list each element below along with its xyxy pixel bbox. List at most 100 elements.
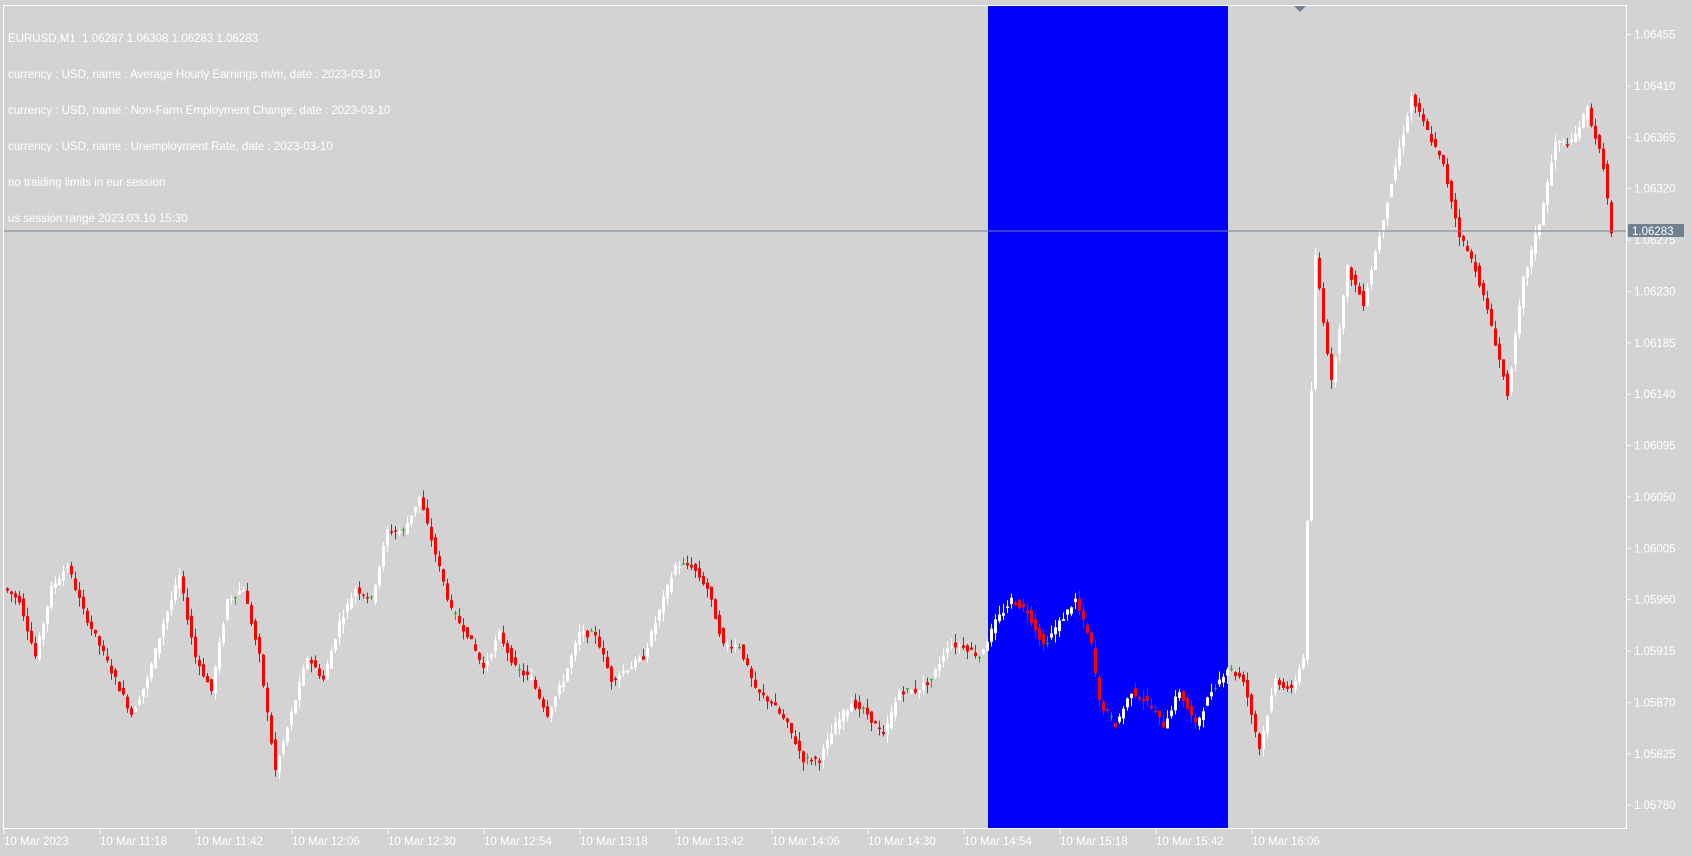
price-tick-label: 1.06185 (1634, 338, 1676, 350)
bear-candle (790, 722, 793, 734)
bear-candle (318, 668, 321, 677)
bear-candle (1254, 713, 1257, 732)
bear-candle (1494, 328, 1497, 346)
bull-candle (226, 599, 229, 620)
bull-candle (1522, 276, 1525, 308)
bull-candle (894, 701, 897, 717)
price-tick-label: 1.05780 (1634, 800, 1676, 812)
bull-candle (1222, 676, 1225, 683)
bear-candle (542, 699, 545, 708)
bull-candle (958, 645, 961, 647)
bear-candle (866, 707, 869, 715)
bear-candle (426, 507, 429, 524)
bull-candle (338, 621, 341, 638)
bull-candle (66, 566, 69, 569)
bull-candle (1542, 203, 1545, 226)
bear-candle (202, 664, 205, 677)
plot-frame (3, 5, 1627, 829)
bear-candle (1114, 722, 1117, 728)
price-tick-label: 1.06005 (1634, 543, 1676, 555)
bull-candle (1006, 606, 1009, 609)
current-price-label: 1.06283 (1632, 226, 1674, 238)
info-line: currency : USD, name : Average Hourly Ea… (8, 69, 381, 81)
bear-candle (70, 565, 73, 575)
bear-candle (446, 583, 449, 600)
bear-candle (786, 718, 789, 723)
bear-candle (370, 596, 373, 598)
bear-candle (722, 627, 725, 644)
bull-candle (414, 506, 417, 513)
bear-candle (1098, 677, 1101, 701)
bear-candle (130, 708, 133, 715)
bear-candle (1290, 684, 1293, 689)
bear-candle (1082, 610, 1085, 620)
bull-candle (286, 727, 289, 742)
bull-candle (1366, 287, 1369, 306)
bear-candle (1190, 705, 1193, 716)
bull-candle (1002, 612, 1005, 616)
bear-candle (90, 621, 93, 629)
bear-candle (82, 596, 85, 609)
bull-candle (838, 719, 841, 729)
bear-candle (1566, 144, 1569, 147)
current-price-label-box (1628, 224, 1684, 237)
bear-candle (6, 588, 9, 591)
bear-candle (270, 715, 273, 744)
bear-candle (1142, 698, 1145, 702)
info-line: us session range 2023.03.10 15:30 (8, 213, 188, 225)
bear-candle (1250, 694, 1253, 715)
time-tick-label: 10 Mar 15:42 (1156, 836, 1224, 848)
bear-candle (1594, 125, 1597, 139)
bear-candle (94, 629, 97, 634)
bear-candle (266, 687, 269, 713)
bear-candle (438, 556, 441, 567)
bull-candle (46, 606, 49, 624)
info-line: currency : USD, name : Unemployment Rate… (8, 141, 333, 153)
bull-candle (1346, 265, 1349, 297)
bull-candle (1582, 114, 1585, 128)
bull-candle (218, 642, 221, 670)
bear-candle (106, 656, 109, 661)
bull-candle (166, 611, 169, 623)
bull-candle (1066, 609, 1069, 615)
bull-candle (382, 546, 385, 567)
bear-candle (614, 678, 617, 681)
price-tick-label: 1.05870 (1634, 697, 1676, 709)
bear-candle (766, 696, 769, 702)
bull-candle (326, 664, 329, 679)
bull-candle (1530, 249, 1533, 267)
chart-shift-marker-icon[interactable] (1294, 6, 1306, 12)
bear-candle (210, 679, 213, 691)
bull-candle (922, 683, 925, 690)
bull-candle (1210, 692, 1213, 697)
bear-candle (1318, 258, 1321, 289)
bull-candle (934, 669, 937, 677)
bear-candle (1110, 716, 1113, 718)
bull-candle (138, 699, 141, 705)
bull-candle (330, 651, 333, 669)
bull-candle (670, 577, 673, 592)
bear-candle (1454, 199, 1457, 219)
bear-candle (606, 656, 609, 668)
bull-candle (1226, 669, 1229, 676)
bear-candle (1086, 624, 1089, 633)
bear-candle (1438, 150, 1441, 156)
bear-candle (594, 631, 597, 636)
bear-candle (1486, 298, 1489, 310)
bear-candle (10, 591, 13, 594)
bull-candle (726, 644, 729, 647)
price-tick-label: 1.05825 (1634, 749, 1676, 761)
bull-candle (1262, 730, 1265, 750)
bull-candle (662, 596, 665, 613)
bull-candle (1402, 133, 1405, 147)
bull-candle (214, 667, 217, 694)
bull-candle (1122, 708, 1125, 719)
bear-candle (862, 707, 865, 709)
bull-candle (1050, 633, 1053, 638)
bear-candle (26, 616, 29, 632)
bull-candle (1554, 141, 1557, 161)
bear-candle (182, 576, 185, 594)
bear-candle (518, 669, 521, 671)
